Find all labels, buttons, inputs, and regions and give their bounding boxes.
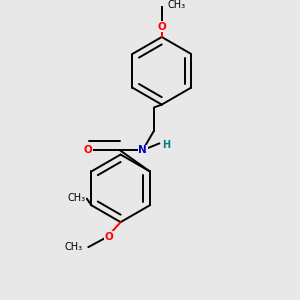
Text: O: O [104,232,113,242]
Text: CH₃: CH₃ [64,242,83,252]
Text: O: O [83,145,92,155]
Text: O: O [158,22,166,32]
Text: CH₃: CH₃ [168,0,186,10]
Text: N: N [138,145,147,155]
Text: CH₃: CH₃ [67,193,86,203]
Text: H: H [162,140,170,150]
